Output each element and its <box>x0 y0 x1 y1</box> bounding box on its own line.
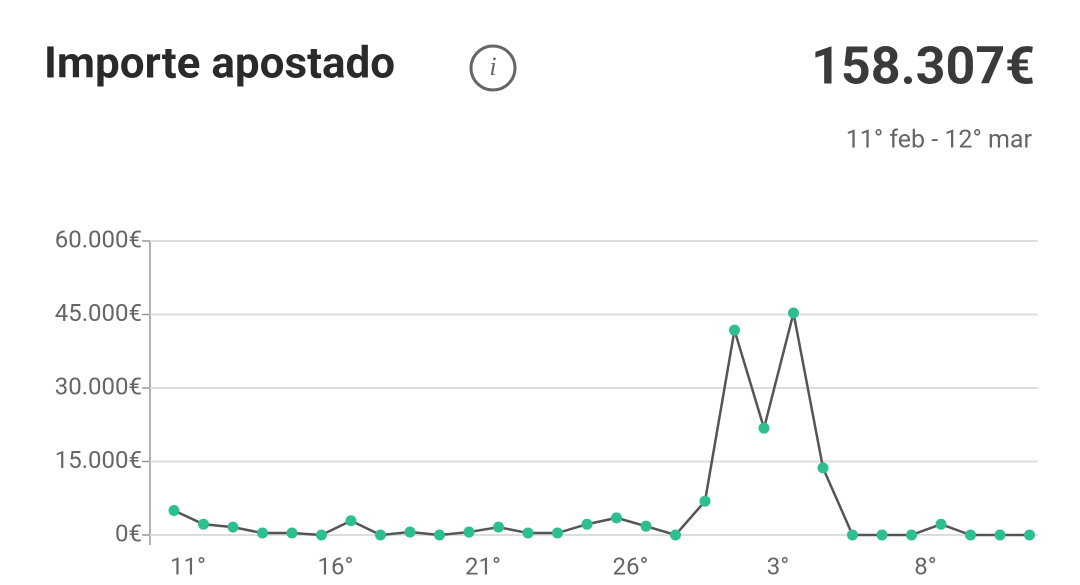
data-point <box>404 526 416 538</box>
data-point <box>670 529 681 541</box>
info-icon[interactable]: i <box>469 44 517 92</box>
data-point <box>434 529 445 541</box>
title: Importe apostado <box>44 37 395 89</box>
x-tick-label: 11° <box>170 552 206 580</box>
data-point <box>640 520 652 532</box>
data-point <box>817 462 829 474</box>
x-tick-label: 16° <box>318 552 354 580</box>
y-tick-label: 15.000€ <box>55 446 142 474</box>
data-point <box>876 529 888 541</box>
period: 11° feb - 12° mar <box>846 126 1033 155</box>
data-point <box>227 521 239 533</box>
x-tick-label: 26° <box>613 552 649 580</box>
data-point <box>493 521 504 533</box>
data-point <box>935 518 947 530</box>
x-tick-label: 3° <box>767 552 789 580</box>
x-tick-label: 8° <box>914 552 936 580</box>
y-tick-label: 30.000€ <box>55 372 142 400</box>
data-point <box>463 526 475 538</box>
data-point <box>316 529 327 541</box>
data-point <box>611 512 622 524</box>
y-tick-label: 45.000€ <box>55 299 142 327</box>
data-point <box>375 529 386 541</box>
y-tick-label: 60.000€ <box>55 225 142 253</box>
series-line <box>173 312 1030 537</box>
data-point <box>168 505 180 516</box>
data-point <box>1024 529 1035 541</box>
data-point <box>345 515 357 527</box>
data-point <box>286 527 298 539</box>
data-point <box>906 529 917 541</box>
x-tick-label: 21° <box>465 552 501 580</box>
data-point <box>257 527 268 539</box>
data-point <box>994 529 1006 541</box>
data-point <box>522 527 534 539</box>
data-point <box>758 422 770 434</box>
svg-text:i: i <box>489 52 496 81</box>
data-point <box>965 529 976 541</box>
data-point <box>788 307 799 319</box>
data-point <box>699 495 711 507</box>
data-point <box>729 324 740 336</box>
total: 158.307€ <box>811 36 1035 97</box>
data-point <box>198 518 209 530</box>
y-tick-label: 0€ <box>115 519 142 547</box>
data-point <box>847 529 858 541</box>
data-point <box>552 527 563 539</box>
data-point <box>581 518 593 530</box>
